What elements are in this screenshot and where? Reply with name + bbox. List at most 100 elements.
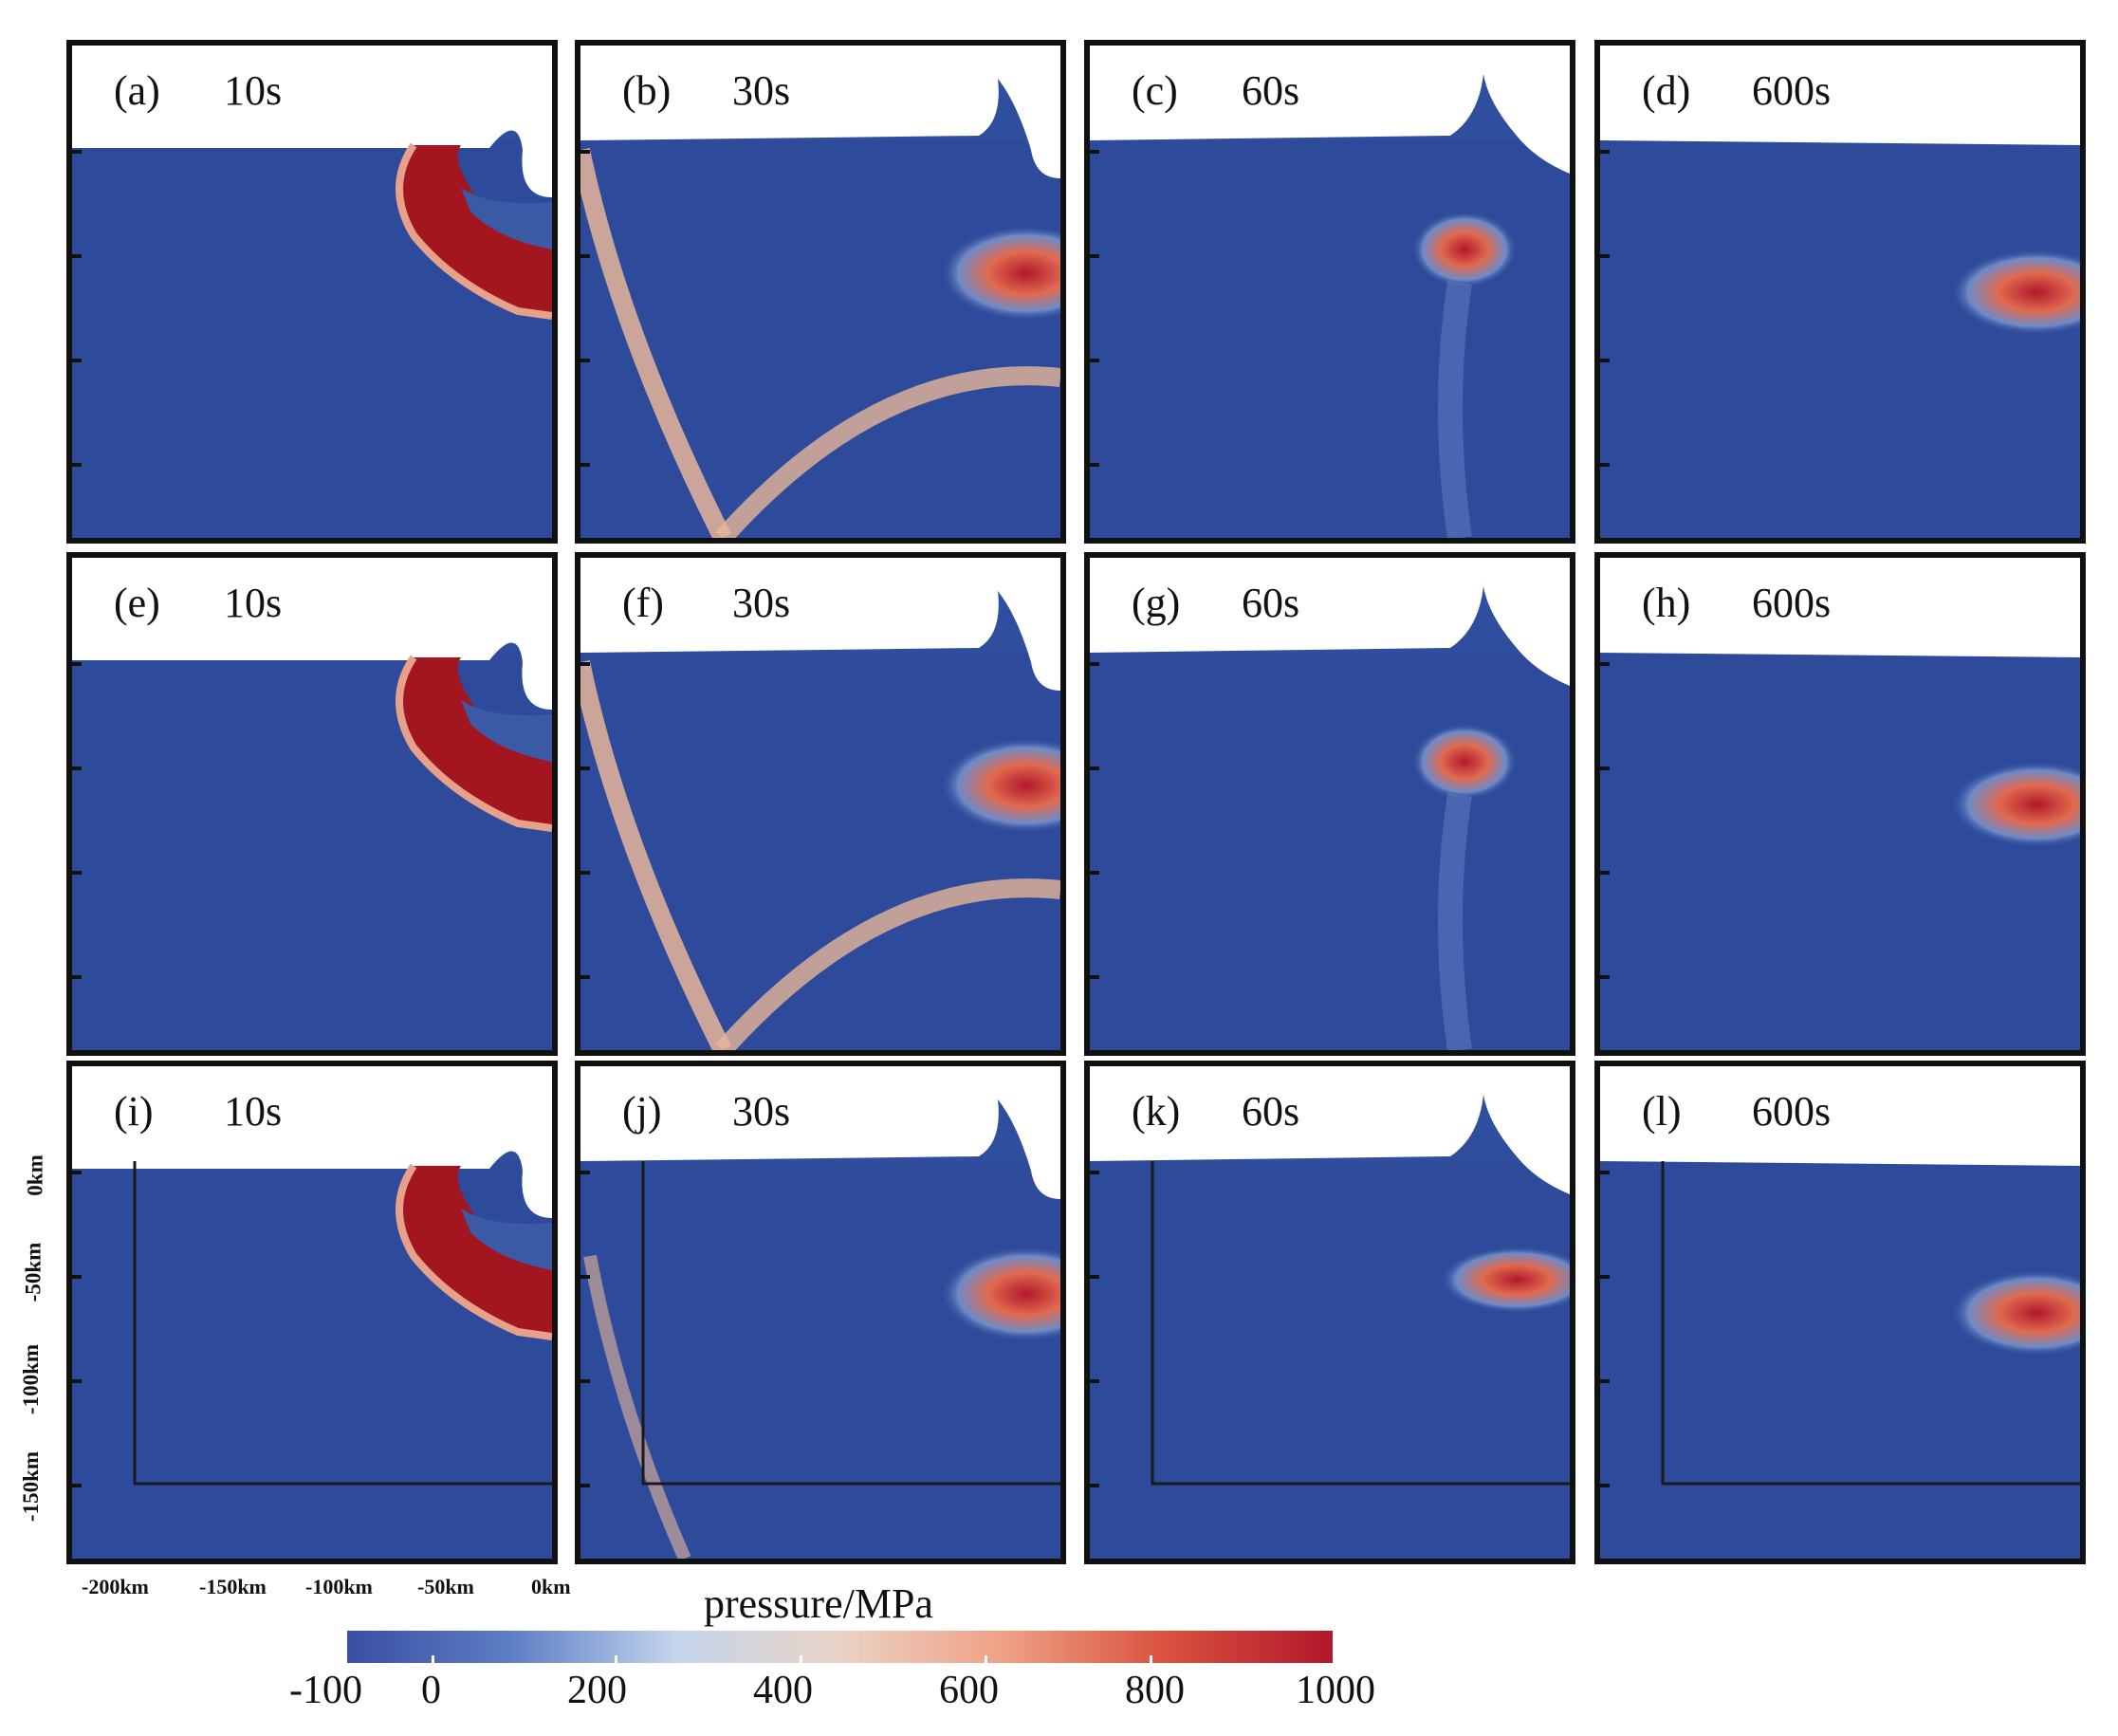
simulation-panel: (k) 60s xyxy=(1084,1061,1575,1564)
axis-tick xyxy=(1090,766,1099,770)
axis-tick xyxy=(580,871,590,875)
axis-tick xyxy=(580,463,590,467)
panel-time: 600s xyxy=(1752,67,1832,114)
axis-tick xyxy=(72,662,82,666)
axis-tick xyxy=(1600,975,1610,979)
axis-tick xyxy=(1090,150,1099,154)
colorbar-tick-label: 400 xyxy=(753,1669,813,1712)
axis-tick xyxy=(1090,871,1099,875)
axis-tick xyxy=(72,359,82,362)
axis-tick xyxy=(1600,662,1610,666)
panel-time: 30s xyxy=(732,67,791,114)
x-tick-label: -100km xyxy=(305,1575,373,1598)
simulation-panel: (d) 600s xyxy=(1594,40,2086,544)
colorbar-title: pressure/MPa xyxy=(704,1580,933,1627)
panel-label: (i) xyxy=(114,1088,154,1135)
axis-tick xyxy=(1600,254,1610,258)
colorbar xyxy=(347,1631,1333,1663)
axis-tick xyxy=(1090,1275,1099,1279)
simulation-panel: (j) 30s xyxy=(575,1061,1066,1564)
panel-label: (b) xyxy=(622,67,672,114)
axis-tick xyxy=(72,1275,82,1279)
simulation-panel: (h) 600s xyxy=(1594,552,2086,1056)
axis-tick xyxy=(1600,150,1610,154)
axis-tick xyxy=(1090,359,1099,362)
panel-label: (f) xyxy=(622,580,664,626)
colorbar-minor-tick xyxy=(1150,1655,1152,1665)
simulation-panel: (e) 10s xyxy=(66,552,558,1056)
axis-tick xyxy=(1090,1171,1099,1174)
panel-time: 600s xyxy=(1752,580,1832,626)
panel-label: (g) xyxy=(1132,580,1181,626)
simulation-panel: (b) 30s xyxy=(575,40,1066,544)
simulation-panel: (l) 600s xyxy=(1594,1061,2086,1564)
axis-tick xyxy=(1600,359,1610,362)
panel-time: 60s xyxy=(1242,67,1300,114)
axis-tick xyxy=(72,871,82,875)
x-tick-label: -50km xyxy=(417,1575,474,1598)
panel-time: 60s xyxy=(1242,580,1300,626)
axis-tick xyxy=(72,1379,82,1383)
axis-tick xyxy=(1600,463,1610,467)
panel-time: 30s xyxy=(732,580,791,626)
axis-tick xyxy=(72,1171,82,1174)
panel-time: 60s xyxy=(1242,1088,1300,1135)
axis-tick xyxy=(1600,1484,1610,1487)
colorbar-tick-label: 800 xyxy=(1125,1669,1185,1712)
panel-time: 10s xyxy=(224,580,283,626)
simulation-panel: (g) 60s xyxy=(1084,552,1575,1056)
axis-tick xyxy=(1600,766,1610,770)
axis-tick xyxy=(1090,463,1099,467)
y-tick-label: 0km xyxy=(23,1154,47,1196)
axis-tick xyxy=(1090,662,1099,666)
panel-label: (l) xyxy=(1642,1088,1682,1135)
panel-label: (k) xyxy=(1132,1088,1181,1135)
colorbar-tick-label: 1000 xyxy=(1296,1669,1375,1712)
x-tick-label: 0km xyxy=(531,1575,571,1598)
simulation-panel: (a) 10s xyxy=(66,40,558,544)
colorbar-tick-label: 200 xyxy=(567,1669,627,1712)
axis-tick xyxy=(72,463,82,467)
panel-label: (e) xyxy=(114,580,160,626)
axis-tick xyxy=(72,150,82,154)
axis-tick xyxy=(580,1171,590,1174)
colorbar-tick-label: 600 xyxy=(939,1669,999,1712)
colorbar-minor-tick xyxy=(432,1655,434,1665)
panel-label: (j) xyxy=(622,1088,662,1135)
axis-tick xyxy=(580,662,590,666)
axis-tick xyxy=(72,1484,82,1487)
axis-tick xyxy=(1600,1275,1610,1279)
simulation-panel: (i) 10s xyxy=(66,1061,558,1564)
axis-tick xyxy=(580,1484,590,1487)
panel-time: 30s xyxy=(732,1088,791,1135)
panel-time: 10s xyxy=(224,67,283,114)
panel-label: (d) xyxy=(1642,67,1691,114)
panel-label: (c) xyxy=(1132,67,1178,114)
axis-tick xyxy=(580,359,590,362)
axis-tick xyxy=(1600,1379,1610,1383)
colorbar-minor-tick xyxy=(615,1655,617,1665)
axis-tick xyxy=(72,254,82,258)
colorbar-tick-label: -100 xyxy=(289,1669,362,1712)
axis-tick xyxy=(72,766,82,770)
axis-tick xyxy=(1090,975,1099,979)
simulation-panel: (c) 60s xyxy=(1084,40,1575,544)
axis-tick xyxy=(72,975,82,979)
axis-tick xyxy=(580,1275,590,1279)
simulation-panel: (f) 30s xyxy=(575,552,1066,1056)
axis-tick xyxy=(580,254,590,258)
axis-tick xyxy=(1600,1171,1610,1174)
colorbar-minor-tick xyxy=(800,1655,802,1665)
colorbar-tick-label: 0 xyxy=(421,1669,441,1712)
axis-tick xyxy=(580,1379,590,1383)
axis-tick xyxy=(1090,254,1099,258)
axis-tick xyxy=(1090,1484,1099,1487)
y-tick-label: -150km xyxy=(19,1450,44,1523)
axis-tick xyxy=(580,150,590,154)
axis-tick xyxy=(580,766,590,770)
x-tick-label: -200km xyxy=(82,1575,149,1598)
axis-tick xyxy=(1600,871,1610,875)
x-tick-label: -150km xyxy=(199,1575,267,1598)
colorbar-minor-tick xyxy=(985,1655,987,1665)
y-tick-label: -100km xyxy=(19,1343,44,1415)
